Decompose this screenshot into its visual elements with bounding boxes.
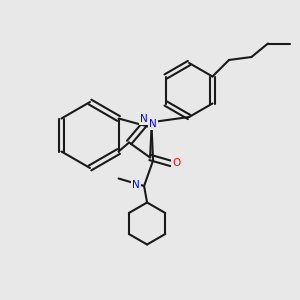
Text: N: N [132, 179, 140, 190]
Text: O: O [172, 158, 181, 169]
Text: N: N [149, 119, 157, 129]
Text: N: N [140, 113, 148, 124]
